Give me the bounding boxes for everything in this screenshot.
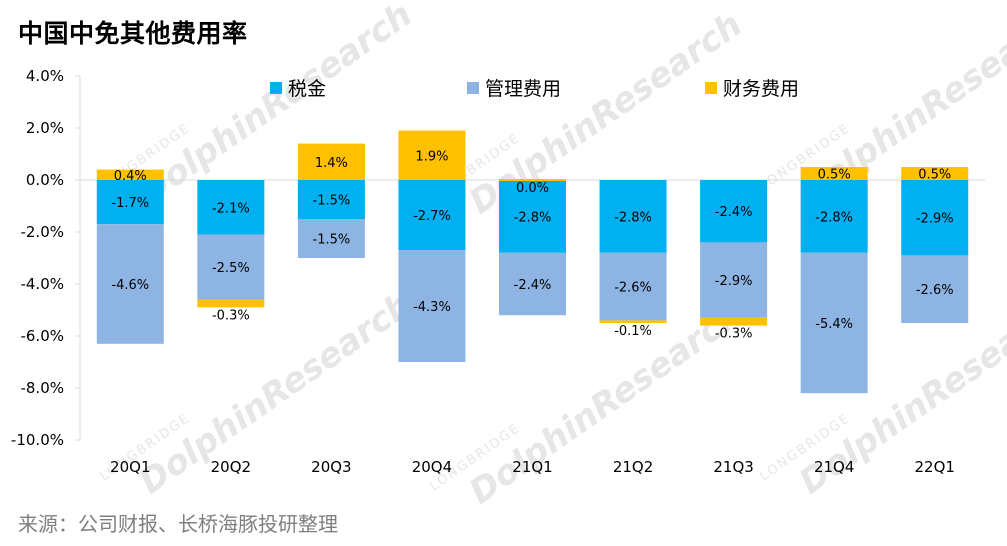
bar-segment xyxy=(700,180,768,243)
y-tick-label: -10.0% xyxy=(11,431,64,449)
bar-segment xyxy=(297,180,365,219)
data-label: -2.9% xyxy=(916,212,954,227)
bar-segment xyxy=(96,180,164,225)
y-tick-label: 4.0% xyxy=(26,67,64,85)
x-tick-label: 20Q4 xyxy=(412,458,452,476)
bar-segment xyxy=(297,219,365,258)
watermark-text: DolphinResearch xyxy=(462,295,749,513)
y-tick-label: -4.0% xyxy=(20,275,64,293)
bar-segment xyxy=(96,224,164,344)
legend-swatch xyxy=(270,82,282,94)
y-tick-label: -6.0% xyxy=(20,327,64,345)
bar-segment xyxy=(599,320,667,323)
x-tick-label: 21Q1 xyxy=(512,458,552,476)
data-label: -4.6% xyxy=(111,278,149,293)
legend-label: 管理费用 xyxy=(485,78,561,100)
legend-swatch xyxy=(705,82,717,94)
data-label: -1.5% xyxy=(313,194,351,209)
data-label: -2.8% xyxy=(614,210,652,225)
bar-segment xyxy=(800,167,868,180)
legend-item: 管理费用 xyxy=(467,78,561,100)
data-label: -2.9% xyxy=(715,274,753,289)
bar-segment xyxy=(800,252,868,394)
bar-segment xyxy=(599,252,667,321)
data-label: -1.5% xyxy=(313,233,351,248)
bar-segment xyxy=(901,255,969,323)
bar-segment xyxy=(499,252,566,316)
data-label: -2.6% xyxy=(614,281,652,296)
bar-segment xyxy=(499,180,566,253)
data-label: -2.7% xyxy=(413,209,451,224)
chart-data-labels: -1.7% -4.6% 0.4% -2.1% -2.5% -0.3% -1.5% -1.5% 1… xyxy=(111,149,953,341)
legend-label: 税金 xyxy=(288,78,326,100)
data-label: -2.8% xyxy=(514,210,552,225)
bar-segment xyxy=(197,299,265,308)
x-tick-label: 20Q1 xyxy=(110,458,150,476)
watermark-text: DolphinResearch xyxy=(132,0,419,212)
y-tick-label: 0.0% xyxy=(26,171,64,189)
x-tick-label: 20Q2 xyxy=(211,458,251,476)
data-label: -2.4% xyxy=(715,205,753,220)
y-tick-label: -2.0% xyxy=(20,223,64,241)
bar-segment xyxy=(96,169,164,180)
data-label: -2.6% xyxy=(916,283,954,298)
x-tick-label: 21Q2 xyxy=(613,458,653,476)
bar-segment xyxy=(499,179,566,181)
bar-segment xyxy=(398,180,466,251)
data-label: 0.4% xyxy=(114,169,147,184)
bar-segment xyxy=(800,180,868,253)
x-tick-label: 20Q3 xyxy=(311,458,351,476)
bar-segment xyxy=(197,180,265,235)
bar-segment xyxy=(700,317,768,326)
source-note: 来源：公司财报、长桥海豚投研整理 xyxy=(18,512,338,536)
data-label: -2.8% xyxy=(815,210,853,225)
bar-segment xyxy=(901,167,969,180)
data-label: 0.0% xyxy=(516,181,549,196)
x-tick-label: 21Q3 xyxy=(713,458,753,476)
bar-segment xyxy=(297,143,365,180)
data-label: 0.5% xyxy=(918,168,951,183)
x-tick-label: 22Q1 xyxy=(915,458,955,476)
chart-legend: 税金 管理费用 财务费用 xyxy=(270,78,799,100)
legend-item: 税金 xyxy=(270,78,326,100)
legend-swatch xyxy=(467,82,479,94)
data-label: 1.4% xyxy=(315,156,348,171)
y-tick-label: 2.0% xyxy=(26,119,64,137)
legend-label: 财务费用 xyxy=(723,78,799,100)
y-tick-label: -8.0% xyxy=(20,379,64,397)
chart-axes: 4.0% 2.0% 0.0% -2.0% -4.0% -6.0% -8.0% -10.0% 20… xyxy=(11,67,985,476)
chart-bars xyxy=(96,130,969,394)
bar-segment xyxy=(398,130,466,180)
data-label: -2.5% xyxy=(212,261,250,276)
bar-segment xyxy=(901,180,969,256)
watermark-text: DolphinResearch xyxy=(132,285,419,503)
data-label: -0.1% xyxy=(614,324,652,339)
data-label: -0.3% xyxy=(212,308,250,323)
data-label: 1.9% xyxy=(415,149,448,164)
data-label: 0.5% xyxy=(818,168,851,183)
data-label: -4.3% xyxy=(413,300,451,315)
x-tick-label: 21Q4 xyxy=(814,458,854,476)
data-label: -2.1% xyxy=(212,201,250,216)
data-label: -0.3% xyxy=(715,327,753,342)
data-label: -5.4% xyxy=(815,317,853,332)
legend-item: 财务费用 xyxy=(705,78,799,100)
bar-segment xyxy=(700,242,768,318)
data-label: -2.4% xyxy=(514,278,552,293)
bar-segment xyxy=(197,234,265,300)
bar-segment xyxy=(398,250,466,362)
bar-segment xyxy=(599,180,667,253)
data-label: -1.7% xyxy=(111,196,149,211)
chart-title: 中国中免其他费用率 xyxy=(18,19,248,48)
